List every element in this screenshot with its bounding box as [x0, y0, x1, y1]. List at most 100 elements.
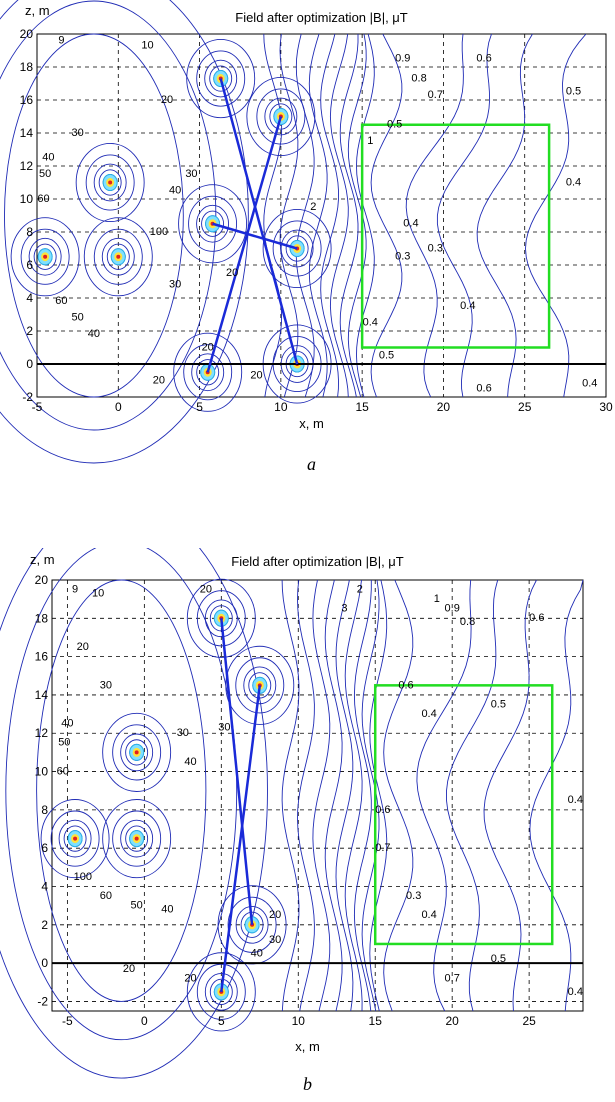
panel-a-y-tick-label: 10 — [20, 192, 34, 206]
panel-a-y-tick-label: 16 — [20, 93, 34, 107]
panel-b-contour-label: 20 — [123, 963, 135, 975]
panel-b-contour-label: 100 — [74, 871, 92, 883]
panel-b-y-tick-label: 0 — [41, 956, 48, 970]
panel-a-iso-line — [295, 33, 315, 398]
panel-b-contour-label: 50 — [131, 900, 143, 912]
panel-a-contour-lobe — [4, 33, 184, 398]
panel-b-contour-ring — [240, 911, 264, 938]
panel-b-chart-title: Field after optimization |B|, μT — [231, 554, 404, 569]
panel-b-contour-label: 20 — [200, 583, 212, 595]
panel-b-y-tick-label: 18 — [35, 611, 49, 625]
panel-a-contour-label: 20 — [226, 267, 238, 279]
panel-b-contour-ring — [125, 825, 149, 852]
panel-a-y-tick-label: 4 — [26, 291, 33, 305]
panel-b-contour-ring — [235, 905, 269, 944]
panel-b-contour-label: 0.5 — [491, 953, 506, 965]
panel-b-iso-line — [324, 579, 343, 1012]
panel-a-contour-label: 40 — [169, 185, 181, 197]
panel-b-contour-label: 1 — [434, 593, 440, 605]
panel-b-contour-ring — [243, 666, 277, 705]
panel-a-y-tick-label: 20 — [20, 27, 34, 41]
panel-b-iso-line — [369, 579, 388, 1012]
panel-a-contour-label: 0.5 — [379, 350, 394, 362]
panel-a-contour-ring — [75, 142, 145, 223]
panel-b-iso-line — [483, 579, 537, 1012]
panel-b-x-tick-label: 10 — [292, 1014, 306, 1028]
panel-b-contour-ring — [204, 972, 238, 1011]
panel-a-contour-ring — [85, 154, 135, 211]
panel-a-contour-ring — [106, 243, 130, 270]
panel-b-x-tick-label: 0 — [141, 1014, 148, 1028]
panel-a-contour-label: 0.9 — [395, 53, 410, 65]
panel-a-x-tick-label: 25 — [518, 400, 532, 414]
panel-a-y-tick-label: 18 — [20, 60, 34, 74]
panel-a-y-tick-label: 14 — [20, 126, 34, 140]
panel-b-conductor-link — [220, 685, 262, 993]
panel-b-iso-line — [312, 579, 331, 1012]
panel-b-x-tick-label: 5 — [218, 1014, 225, 1028]
panel-a-chart-title: Field after optimization |B|, μT — [235, 10, 408, 25]
panel-a-x-tick-label: 20 — [437, 400, 451, 414]
panel-b-y-tick-label: 6 — [41, 841, 48, 855]
panel-a-contour-ring — [186, 39, 256, 119]
panel-a-iso-line — [308, 33, 328, 398]
panel-b-contour-label: 0.7 — [375, 842, 390, 854]
panel-b-contour-ring — [50, 810, 100, 867]
panel-b-contour-ring — [102, 712, 172, 792]
panel-b-contour-label: 0.4 — [421, 708, 436, 720]
panel-a-contour-label: 0.4 — [460, 300, 475, 312]
panel-a-x-tick-label: 0 — [115, 400, 122, 414]
panel-a-contour-ring — [209, 65, 233, 92]
panel-b-contour-label: 40 — [251, 947, 263, 959]
panel-a-iso-line — [405, 33, 464, 398]
panel-a-conductor-point — [116, 254, 121, 259]
panel-b-contour-ring — [63, 825, 87, 852]
panel-b-conductor-point — [134, 750, 139, 755]
panel-a-x-axis-label: x, m — [299, 416, 324, 431]
panel-b-x-axis-label: x, m — [295, 1039, 320, 1054]
panel-b-contour-label: 30 — [218, 721, 230, 733]
panel-b-x-tick-label: 20 — [445, 1014, 459, 1028]
panel-b-iso-line — [344, 579, 363, 1012]
panel-b-contour-lobe — [36, 579, 207, 1002]
panel-a-contour-ring — [10, 217, 80, 297]
panel-b-y-tick-label: 10 — [35, 765, 49, 779]
panel-a-contour-ring — [98, 169, 122, 196]
panel-a-contour-label: 2 — [310, 201, 316, 213]
panel-a-contour-lobe — [0, 0, 249, 464]
panel-a-iso-line — [525, 33, 587, 398]
panel-b-contour-lobe — [5, 548, 238, 1041]
panel-a-contour-ring — [191, 353, 225, 392]
panel-a-iso-line — [339, 34, 359, 398]
panel-a-contour-ring — [196, 50, 246, 107]
panel-b-contour-lobe — [0, 548, 268, 1079]
panel-b-y-tick-label: 8 — [41, 803, 48, 817]
panel-b-caption: b — [303, 1074, 312, 1094]
panel-a-contour-label: 60 — [55, 295, 67, 307]
panel-b-contour-label: 3 — [341, 603, 347, 615]
panel-a-contour-label: 30 — [72, 127, 84, 139]
panel-a-contour-ring — [246, 76, 316, 157]
panel-a-caption: a — [307, 454, 316, 474]
panel-b-contour-ring — [58, 819, 92, 858]
panel-a-x-tick-label: 10 — [274, 400, 288, 414]
panel-a-contour-ring — [183, 344, 233, 401]
panel-a-contour-label: 0.4 — [582, 378, 597, 390]
panel-a: 10 9 20 30 40 50 60 100 40 30 50 60 40 30 20 20 20 20 2 1 0.… — [0, 0, 615, 548]
panel-a-contour-ring — [83, 217, 153, 297]
panel-a-contour-ring — [20, 228, 70, 285]
panel-a-contour-label: 0.5 — [387, 119, 402, 131]
panel-b-contour-label: 60 — [57, 765, 69, 777]
panel-a-contour-label: 30 — [185, 168, 197, 180]
panel-b-contour-ring — [196, 963, 246, 1020]
panel-a-y-tick-label: 12 — [20, 159, 34, 173]
panel-b-contour-label: 10 — [92, 587, 104, 599]
panel-a-contour-label: 0.6 — [476, 53, 491, 65]
panel-b-y-tick-label: 20 — [35, 573, 49, 587]
panel-a-contour-ring — [173, 332, 243, 412]
panel-a-contour-label: 0.8 — [411, 72, 426, 84]
panel-a-contour-label: 1 — [367, 135, 373, 147]
panel-a-contour-label: 0.3 — [395, 251, 410, 263]
panel-a-contour-ring — [28, 237, 62, 276]
